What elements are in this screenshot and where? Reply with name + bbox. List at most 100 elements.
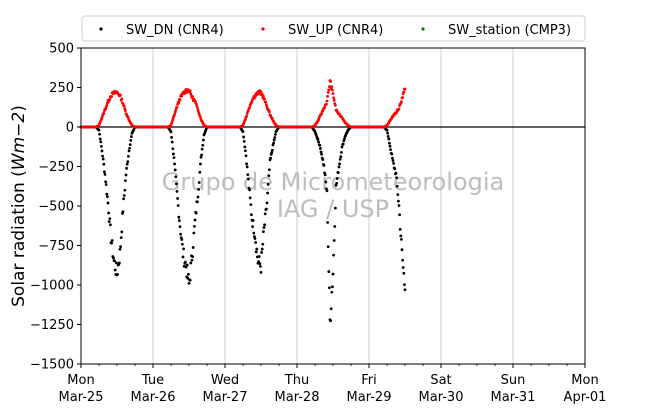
data-point [402, 90, 406, 94]
data-point [259, 264, 262, 268]
data-point [196, 106, 199, 110]
data-point [319, 150, 323, 154]
data-point [254, 241, 257, 244]
data-point [174, 108, 178, 112]
data-point [180, 94, 184, 98]
data-point [331, 88, 334, 92]
data-point [386, 131, 389, 135]
data-point [198, 170, 202, 174]
data-point [403, 288, 407, 292]
data-point [124, 109, 127, 112]
data-point [248, 188, 252, 192]
data-point [262, 94, 265, 98]
data-point [391, 159, 395, 162]
data-point [196, 200, 199, 204]
data-point [197, 187, 201, 191]
data-point [339, 155, 343, 159]
data-point [331, 285, 334, 289]
data-point [254, 250, 258, 254]
data-point [120, 97, 124, 101]
data-point [110, 95, 113, 98]
data-point [129, 139, 133, 142]
data-point [341, 142, 345, 146]
data-point [271, 148, 274, 152]
data-point [331, 92, 335, 95]
data-point [101, 157, 105, 161]
data-point [388, 141, 391, 145]
data-point [321, 158, 325, 161]
data-point [260, 251, 263, 254]
x-tick-label-day: Mon [571, 373, 598, 388]
data-point [104, 183, 108, 186]
data-point [113, 268, 117, 272]
data-point [176, 197, 180, 200]
data-point [394, 171, 398, 175]
data-point [268, 168, 271, 172]
data-point [272, 138, 276, 142]
data-point [257, 255, 261, 258]
data-point [395, 176, 398, 180]
data-point [323, 173, 327, 177]
data-point [335, 177, 339, 180]
data-point [328, 286, 331, 290]
data-point [110, 241, 113, 245]
data-point [104, 107, 107, 111]
data-point [337, 165, 341, 169]
data-point [177, 101, 181, 105]
data-point [402, 271, 406, 275]
data-point [128, 143, 132, 147]
data-point [322, 163, 326, 167]
data-point [329, 80, 332, 83]
x-tick-label-day: Sun [501, 373, 526, 388]
data-point [119, 236, 123, 240]
data-point [248, 106, 252, 109]
data-point [398, 213, 401, 217]
x-tick-label-date: Mar-29 [347, 390, 392, 405]
x-tick-label-date: Mar-25 [59, 390, 104, 405]
data-point [184, 265, 188, 269]
data-point [270, 151, 274, 154]
data-point [104, 180, 107, 184]
data-point [201, 143, 205, 147]
data-point [126, 154, 130, 158]
data-point [119, 245, 122, 249]
data-point [103, 170, 106, 174]
data-point [318, 143, 322, 147]
data-point [184, 260, 187, 264]
data-point [325, 99, 329, 103]
data-point [324, 180, 328, 184]
data-point [107, 211, 110, 215]
data-point [200, 147, 204, 151]
data-point [266, 182, 270, 186]
data-point [172, 156, 176, 159]
data-point [338, 162, 341, 166]
data-point [189, 261, 193, 265]
data-point [189, 92, 193, 96]
y-axis-label-close: ) [9, 105, 29, 112]
data-point [320, 152, 323, 156]
data-point [169, 130, 173, 134]
data-point [258, 262, 262, 266]
data-point [266, 191, 269, 195]
data-point [274, 132, 277, 136]
data-point [171, 147, 175, 151]
data-point [175, 182, 178, 186]
data-point [121, 210, 125, 214]
data-point [120, 230, 124, 234]
data-point [249, 203, 253, 207]
data-point [199, 162, 202, 166]
data-point [175, 189, 179, 193]
data-point [269, 156, 272, 160]
data-point [242, 139, 246, 143]
data-point [187, 272, 190, 276]
data-point [397, 199, 400, 203]
data-point [401, 96, 404, 99]
data-point [193, 224, 196, 228]
data-point [395, 184, 399, 188]
data-point [178, 219, 181, 222]
data-point [101, 154, 104, 158]
data-point [243, 145, 247, 149]
watermark: Grupo de Micrometeorologia IAG / USP [162, 168, 504, 223]
watermark-line-1: Grupo de Micrometeorologia [162, 168, 504, 196]
data-point [109, 223, 112, 227]
